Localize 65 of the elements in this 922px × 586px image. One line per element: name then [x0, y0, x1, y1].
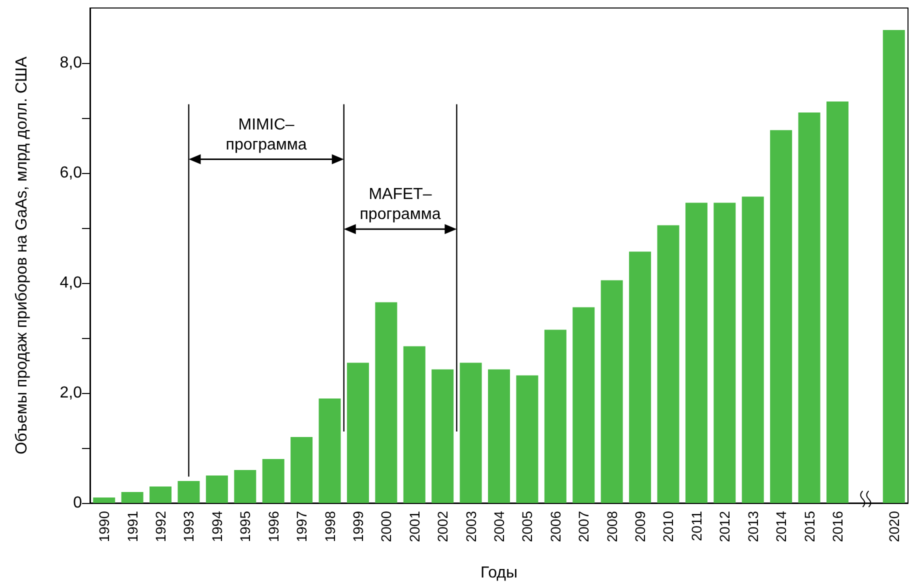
- x-axis-title: Годы: [480, 564, 518, 582]
- bar: [206, 476, 228, 503]
- x-tick-label: 1995: [237, 510, 254, 542]
- y-tick-label: 0: [73, 494, 82, 512]
- bar: [460, 362, 482, 503]
- x-tick-label: 1994: [208, 510, 225, 542]
- x-tick-label: 2008: [604, 510, 620, 542]
- bar: [742, 196, 764, 503]
- x-tick-label: 1997: [294, 510, 310, 542]
- x-tick-label: 2002: [434, 510, 451, 542]
- bar: [882, 30, 905, 503]
- bar: [685, 202, 708, 503]
- bar: [770, 130, 792, 503]
- x-tick-label: 2010: [660, 510, 676, 542]
- bar: [346, 362, 369, 503]
- x-tick-label: 2012: [716, 510, 733, 542]
- bar: [318, 398, 341, 503]
- bar: [262, 459, 284, 503]
- x-tick-label: 2000: [378, 510, 394, 542]
- x-tick-label: 2016: [829, 510, 846, 542]
- bar: [544, 330, 566, 503]
- bar: [798, 112, 820, 503]
- bar: [403, 346, 426, 503]
- annotation: MIMIC– программа: [226, 116, 307, 154]
- x-tick-label: 2013: [744, 510, 761, 542]
- bar: [178, 481, 200, 503]
- annotation: MAFET– программа: [360, 186, 441, 224]
- x-tick-label: 2020: [886, 510, 902, 542]
- x-tick-label: 2004: [491, 510, 507, 542]
- bar: [516, 375, 538, 503]
- x-tick-label: 2001: [406, 510, 422, 542]
- x-tick-label: 2007: [576, 510, 592, 542]
- y-tick-label: 4,0: [60, 274, 82, 292]
- bar: [572, 307, 595, 503]
- bar: [121, 492, 144, 503]
- x-tick-label: 2006: [547, 510, 564, 542]
- x-tick-label: 1999: [350, 510, 366, 542]
- x-tick-label: 1992: [152, 510, 169, 542]
- x-tick-label: 2009: [632, 510, 648, 542]
- x-tick-label: 1993: [180, 510, 197, 542]
- y-tick-label: 2,0: [60, 384, 82, 402]
- bar: [375, 302, 398, 503]
- bar: [714, 202, 736, 503]
- x-tick-label: 1990: [96, 510, 112, 542]
- bar: [234, 470, 256, 503]
- bar: [600, 280, 623, 503]
- bar: [432, 369, 454, 503]
- y-axis-title: Объемы продаж приборов на GaAs, млрд долл. США: [14, 56, 30, 454]
- bar: [150, 486, 172, 503]
- x-tick-label: 1991: [124, 510, 140, 542]
- x-tick-label: 2005: [519, 510, 536, 542]
- bar: [488, 369, 510, 503]
- x-tick-label: 2015: [801, 510, 818, 542]
- x-tick-label: 1998: [322, 510, 338, 542]
- bar: [629, 252, 652, 503]
- x-tick-label: 2014: [773, 510, 790, 542]
- x-tick-label: 1996: [265, 510, 282, 542]
- y-tick-label: 8,0: [60, 54, 82, 72]
- bar: [657, 225, 680, 503]
- x-tick-label: 2011: [688, 510, 704, 542]
- bar: [290, 437, 313, 503]
- bar: [93, 498, 116, 503]
- bar: [826, 102, 848, 503]
- x-tick-label: 2003: [462, 510, 479, 542]
- y-tick-label: 6,0: [60, 164, 82, 182]
